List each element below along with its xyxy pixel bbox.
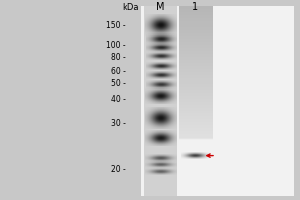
Text: M: M — [156, 2, 165, 12]
Text: 40 -: 40 - — [111, 95, 126, 104]
Text: 20 -: 20 - — [111, 164, 126, 173]
Bar — [144, 6, 177, 196]
Text: 80 -: 80 - — [111, 52, 126, 62]
Text: 1: 1 — [192, 2, 198, 12]
Text: kDa: kDa — [122, 2, 139, 11]
Text: 100 -: 100 - — [106, 40, 126, 49]
Bar — [141, 6, 294, 196]
Text: 50 -: 50 - — [111, 78, 126, 88]
Text: 30 -: 30 - — [111, 118, 126, 128]
Text: 150 -: 150 - — [106, 21, 126, 29]
Text: 60 -: 60 - — [111, 66, 126, 75]
